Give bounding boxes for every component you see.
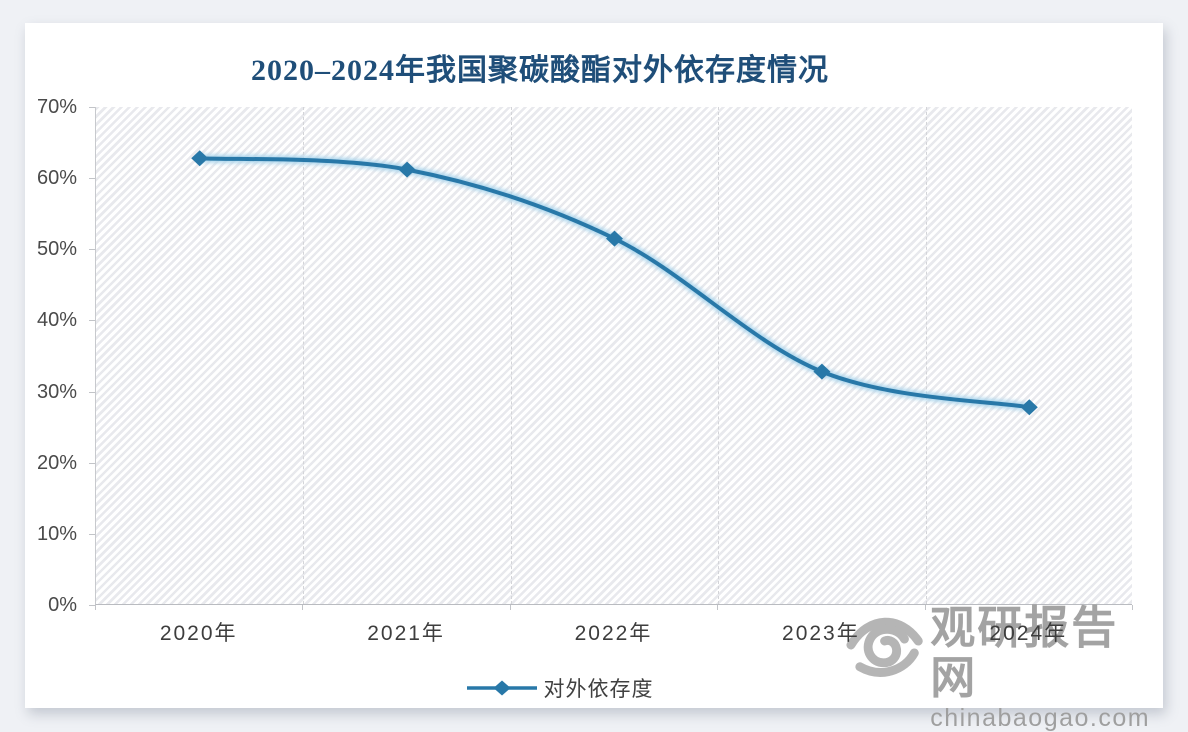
- watermark: 观研报告网 chinabaogao.com: [843, 603, 1163, 731]
- data-point-markers: [191, 150, 1038, 416]
- series-line-halo-path: [199, 154, 1030, 412]
- data-point-marker: [813, 363, 831, 380]
- y-axis-label: 50%: [36, 238, 77, 261]
- legend-label: 对外依存度: [543, 678, 654, 701]
- x-axis-label: 2024年: [989, 622, 1068, 645]
- y-axis-tick: [89, 533, 95, 535]
- x-axis-label: 2021年: [367, 622, 445, 645]
- vertical-gridline: [303, 107, 305, 604]
- watermark-text: 观研报告网 chinabaogao.com: [930, 602, 1163, 732]
- y-axis-label: 40%: [36, 309, 77, 332]
- x-axis-tick: [1132, 605, 1133, 610]
- vertical-gridline: [718, 107, 720, 604]
- x-axis-tick: [924, 605, 926, 610]
- x-axis-tick: [509, 605, 511, 610]
- y-axis-label: 30%: [36, 380, 77, 403]
- y-axis-tick: [89, 391, 95, 393]
- y-axis-label: 20%: [36, 451, 77, 474]
- data-point-marker: [191, 150, 209, 167]
- y-axis-label: 60%: [36, 167, 77, 190]
- x-axis-tick: [95, 605, 96, 610]
- x-axis-label: 2020年: [159, 622, 238, 645]
- x-axis-label: 2023年: [782, 622, 860, 645]
- y-axis-tick: [89, 462, 95, 464]
- watermark-url: chinabaogao.com: [930, 704, 1151, 732]
- y-axis-label: 70%: [36, 96, 77, 118]
- vertical-gridline: [925, 107, 927, 604]
- legend: 对外依存度: [25, 673, 1095, 703]
- x-axis-label: 2022年: [574, 622, 653, 645]
- line-chart-svg: [191, 150, 1038, 416]
- y-axis-tick: [89, 249, 95, 251]
- data-point-marker: [606, 230, 623, 247]
- y-axis-tick: [89, 605, 95, 606]
- data-point-marker: [1020, 399, 1038, 416]
- vertical-gridline: [510, 107, 512, 604]
- y-axis-tick: [89, 178, 95, 180]
- watermark-name: 观研报告网: [930, 602, 1119, 703]
- legend-marker-icon: [466, 680, 537, 696]
- series-line: [197, 156, 1032, 410]
- y-axis-label: 10%: [36, 522, 77, 545]
- y-axis-tick: [89, 107, 95, 108]
- chart-title: 2020–2024年我国聚碳酸酯对外依存度情况: [251, 54, 829, 87]
- data-point-marker: [398, 161, 416, 178]
- x-axis-tick: [717, 605, 719, 610]
- series-line-halo: [199, 154, 1030, 412]
- x-axis-tick: [302, 605, 304, 610]
- plot-area: [95, 107, 1132, 605]
- chart-card: 2020–2024年我国聚碳酸酯对外依存度情况: [25, 23, 1163, 731]
- y-axis-label: 0%: [48, 594, 77, 616]
- watermark-logo-icon: [846, 617, 923, 677]
- y-axis-tick: [89, 320, 95, 322]
